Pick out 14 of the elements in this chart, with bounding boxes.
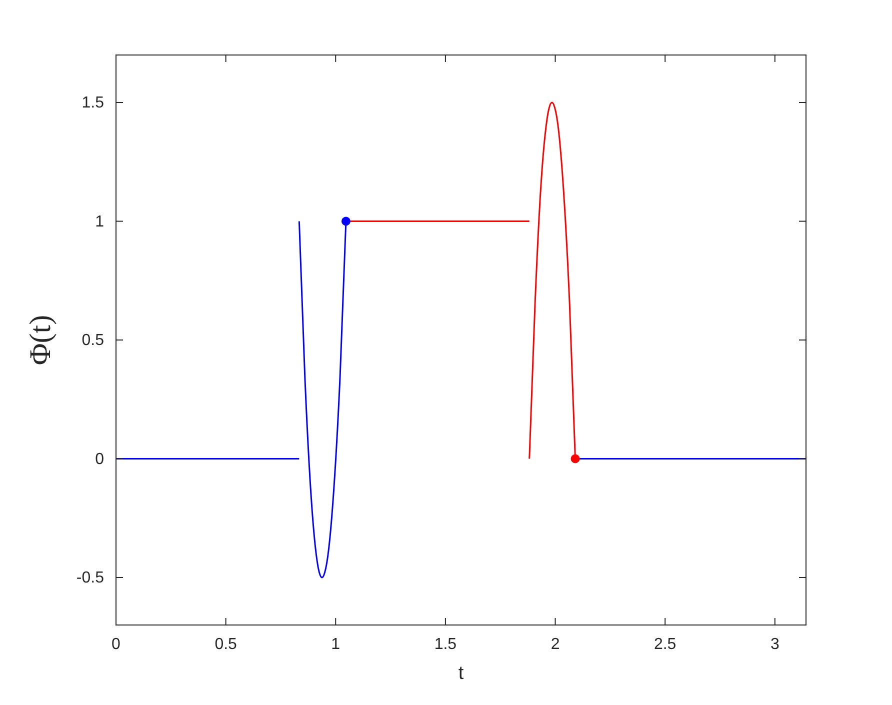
x-tick-label: 2 xyxy=(550,636,560,653)
y-tick-label: 0.5 xyxy=(82,332,104,349)
y-tick-label: 1 xyxy=(95,213,104,230)
x-tick-label: 0.5 xyxy=(214,636,238,653)
y-tick-label: -0.5 xyxy=(76,570,104,586)
y-axis-title: Φ(t) xyxy=(24,314,57,366)
y-tick-label: 1.5 xyxy=(82,94,104,112)
x-tick-label: 3 xyxy=(770,636,780,653)
y-tick-label: 0 xyxy=(95,450,104,468)
x-tick-label: 0 xyxy=(112,636,121,653)
x-tick-label: 1.5 xyxy=(434,636,457,653)
x-tick-label: 1 xyxy=(331,636,340,653)
x-tick-label: 2.5 xyxy=(654,636,676,653)
x-axis-title: t xyxy=(458,663,464,684)
